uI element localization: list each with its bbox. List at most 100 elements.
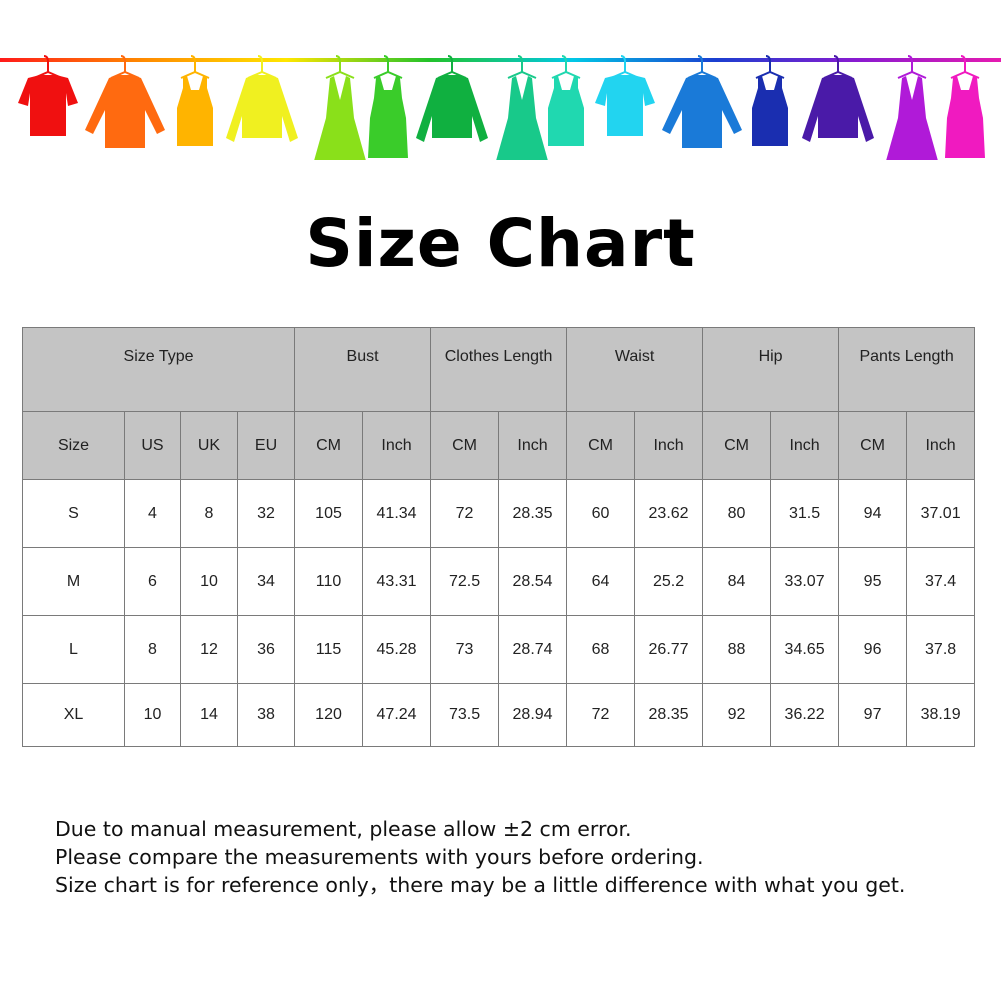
table-cell: 37.8	[906, 615, 976, 684]
table-cell: 38	[236, 683, 296, 747]
hanger-icon	[325, 55, 355, 79]
table-cell: 23.62	[634, 479, 704, 548]
size-chart-table: Size Type Bust Clothes Length Waist Hip Pants…	[21, 327, 976, 747]
table-cell: S	[22, 479, 125, 548]
table-cell: 96	[838, 615, 908, 684]
table-cell: 115	[294, 615, 364, 684]
sub-header-cell: CM	[430, 411, 500, 480]
tshirt-icon	[595, 75, 655, 136]
group-header-cell: Size Type	[21, 327, 296, 412]
group-header-cell: Pants Length	[838, 327, 976, 412]
table-cell: 110	[294, 547, 364, 616]
note-line: Due to manual measurement, please allow …	[55, 817, 632, 841]
group-header-cell: Hip	[702, 327, 840, 412]
table-cell: 25.2	[634, 547, 704, 616]
sub-header-row: Size US UK EU CM Inch CM Inch CM Inch CM Inch CM Inch	[22, 411, 976, 480]
sub-header-cell: Inch	[498, 411, 568, 480]
table-cell: 120	[294, 683, 364, 747]
page-title: Size Chart	[305, 205, 696, 282]
table-cell: 36.22	[770, 683, 840, 747]
table-cell: L	[22, 615, 125, 684]
table-cell: 72	[566, 683, 636, 747]
tank-icon	[752, 76, 788, 146]
hanger-icon	[897, 55, 927, 79]
table-cell: 26.77	[634, 615, 704, 684]
table-cell: 43.31	[362, 547, 432, 616]
table-cell: 37.4	[906, 547, 976, 616]
hanger-icon	[373, 55, 403, 79]
tank-icon	[177, 76, 213, 146]
table-cell: 33.07	[770, 547, 840, 616]
table-cell: 105	[294, 479, 364, 548]
table-cell: 80	[702, 479, 772, 548]
tank-icon	[548, 76, 584, 146]
dress-icon	[496, 76, 548, 160]
tankdress-icon	[368, 76, 408, 158]
sub-header-cell: Size	[22, 411, 125, 480]
table-cell: 41.34	[362, 479, 432, 548]
group-header-row: Size Type Bust Clothes Length Waist Hip Pants…	[21, 327, 976, 412]
table-cell: 34	[236, 547, 296, 616]
shirt-icon	[662, 75, 742, 148]
group-header-cell: Bust	[294, 327, 432, 412]
table-cell: 72.5	[430, 547, 500, 616]
table-cell: 64	[566, 547, 636, 616]
table-cell: 68	[566, 615, 636, 684]
sub-header-cell: US	[124, 411, 181, 480]
table-cell: XL	[22, 683, 125, 747]
notes: Due to manual measurement, please allow …	[55, 815, 905, 899]
table-cell: 88	[702, 615, 772, 684]
sub-header-cell: UK	[180, 411, 238, 480]
table-cell: 95	[838, 547, 908, 616]
dress-icon	[314, 76, 366, 160]
sub-header-cell: CM	[702, 411, 772, 480]
sub-header-cell: Inch	[362, 411, 432, 480]
table-row: L 8 12 36 115 45.28 73 28.74 68 26.77 88 34.65 96 37.…	[22, 615, 976, 684]
sub-header-cell: Inch	[770, 411, 840, 480]
table-cell: 38.19	[906, 683, 976, 747]
sub-header-cell: CM	[838, 411, 908, 480]
table-cell: 32	[236, 479, 296, 548]
sweater-icon	[416, 75, 488, 142]
sub-header-cell: CM	[294, 411, 364, 480]
table-cell: 92	[702, 683, 772, 747]
table-cell: 84	[702, 547, 772, 616]
table-cell: 14	[180, 683, 238, 747]
table-cell: 28.94	[498, 683, 568, 747]
table-cell: 97	[838, 683, 908, 747]
table-cell: 10	[180, 547, 238, 616]
table-cell: 8	[180, 479, 238, 548]
group-header-cell: Clothes Length	[430, 327, 568, 412]
table-cell: 8	[124, 615, 181, 684]
table-cell: 94	[838, 479, 908, 548]
sub-header-cell: EU	[236, 411, 296, 480]
hanger-icon	[180, 55, 210, 79]
table-cell: 28.74	[498, 615, 568, 684]
clothes-rod	[0, 58, 1001, 62]
tankdress-icon	[945, 76, 985, 158]
table-cell: 72	[430, 479, 500, 548]
table-cell: 37.01	[906, 479, 976, 548]
clothes-rack-banner	[0, 55, 1001, 160]
table-cell: 31.5	[770, 479, 840, 548]
table-cell: 60	[566, 479, 636, 548]
table-cell: 36	[236, 615, 296, 684]
table-cell: 45.28	[362, 615, 432, 684]
table-cell: 10	[124, 683, 181, 747]
sub-header-cell: Inch	[634, 411, 704, 480]
table-cell: 28.35	[634, 683, 704, 747]
hanger-icon	[551, 55, 581, 79]
table-cell: 28.54	[498, 547, 568, 616]
note-line: Please compare the measurements with you…	[55, 845, 704, 869]
hanger-icon	[950, 55, 980, 79]
hanger-icon	[507, 55, 537, 79]
table-row: S 4 8 32 105 41.34 72 28.35 60 23.62 80 31.5 94 37.01	[22, 479, 976, 548]
table-cell: 73	[430, 615, 500, 684]
table-cell: 28.35	[498, 479, 568, 548]
table-cell: 73.5	[430, 683, 500, 747]
table-cell: 12	[180, 615, 238, 684]
sweater-icon	[802, 75, 874, 142]
hanger-icon	[437, 55, 467, 79]
table-row: M 6 10 34 110 43.31 72.5 28.54 64 25.2 84 33.07 95 37…	[22, 547, 976, 616]
sub-header-cell: CM	[566, 411, 636, 480]
